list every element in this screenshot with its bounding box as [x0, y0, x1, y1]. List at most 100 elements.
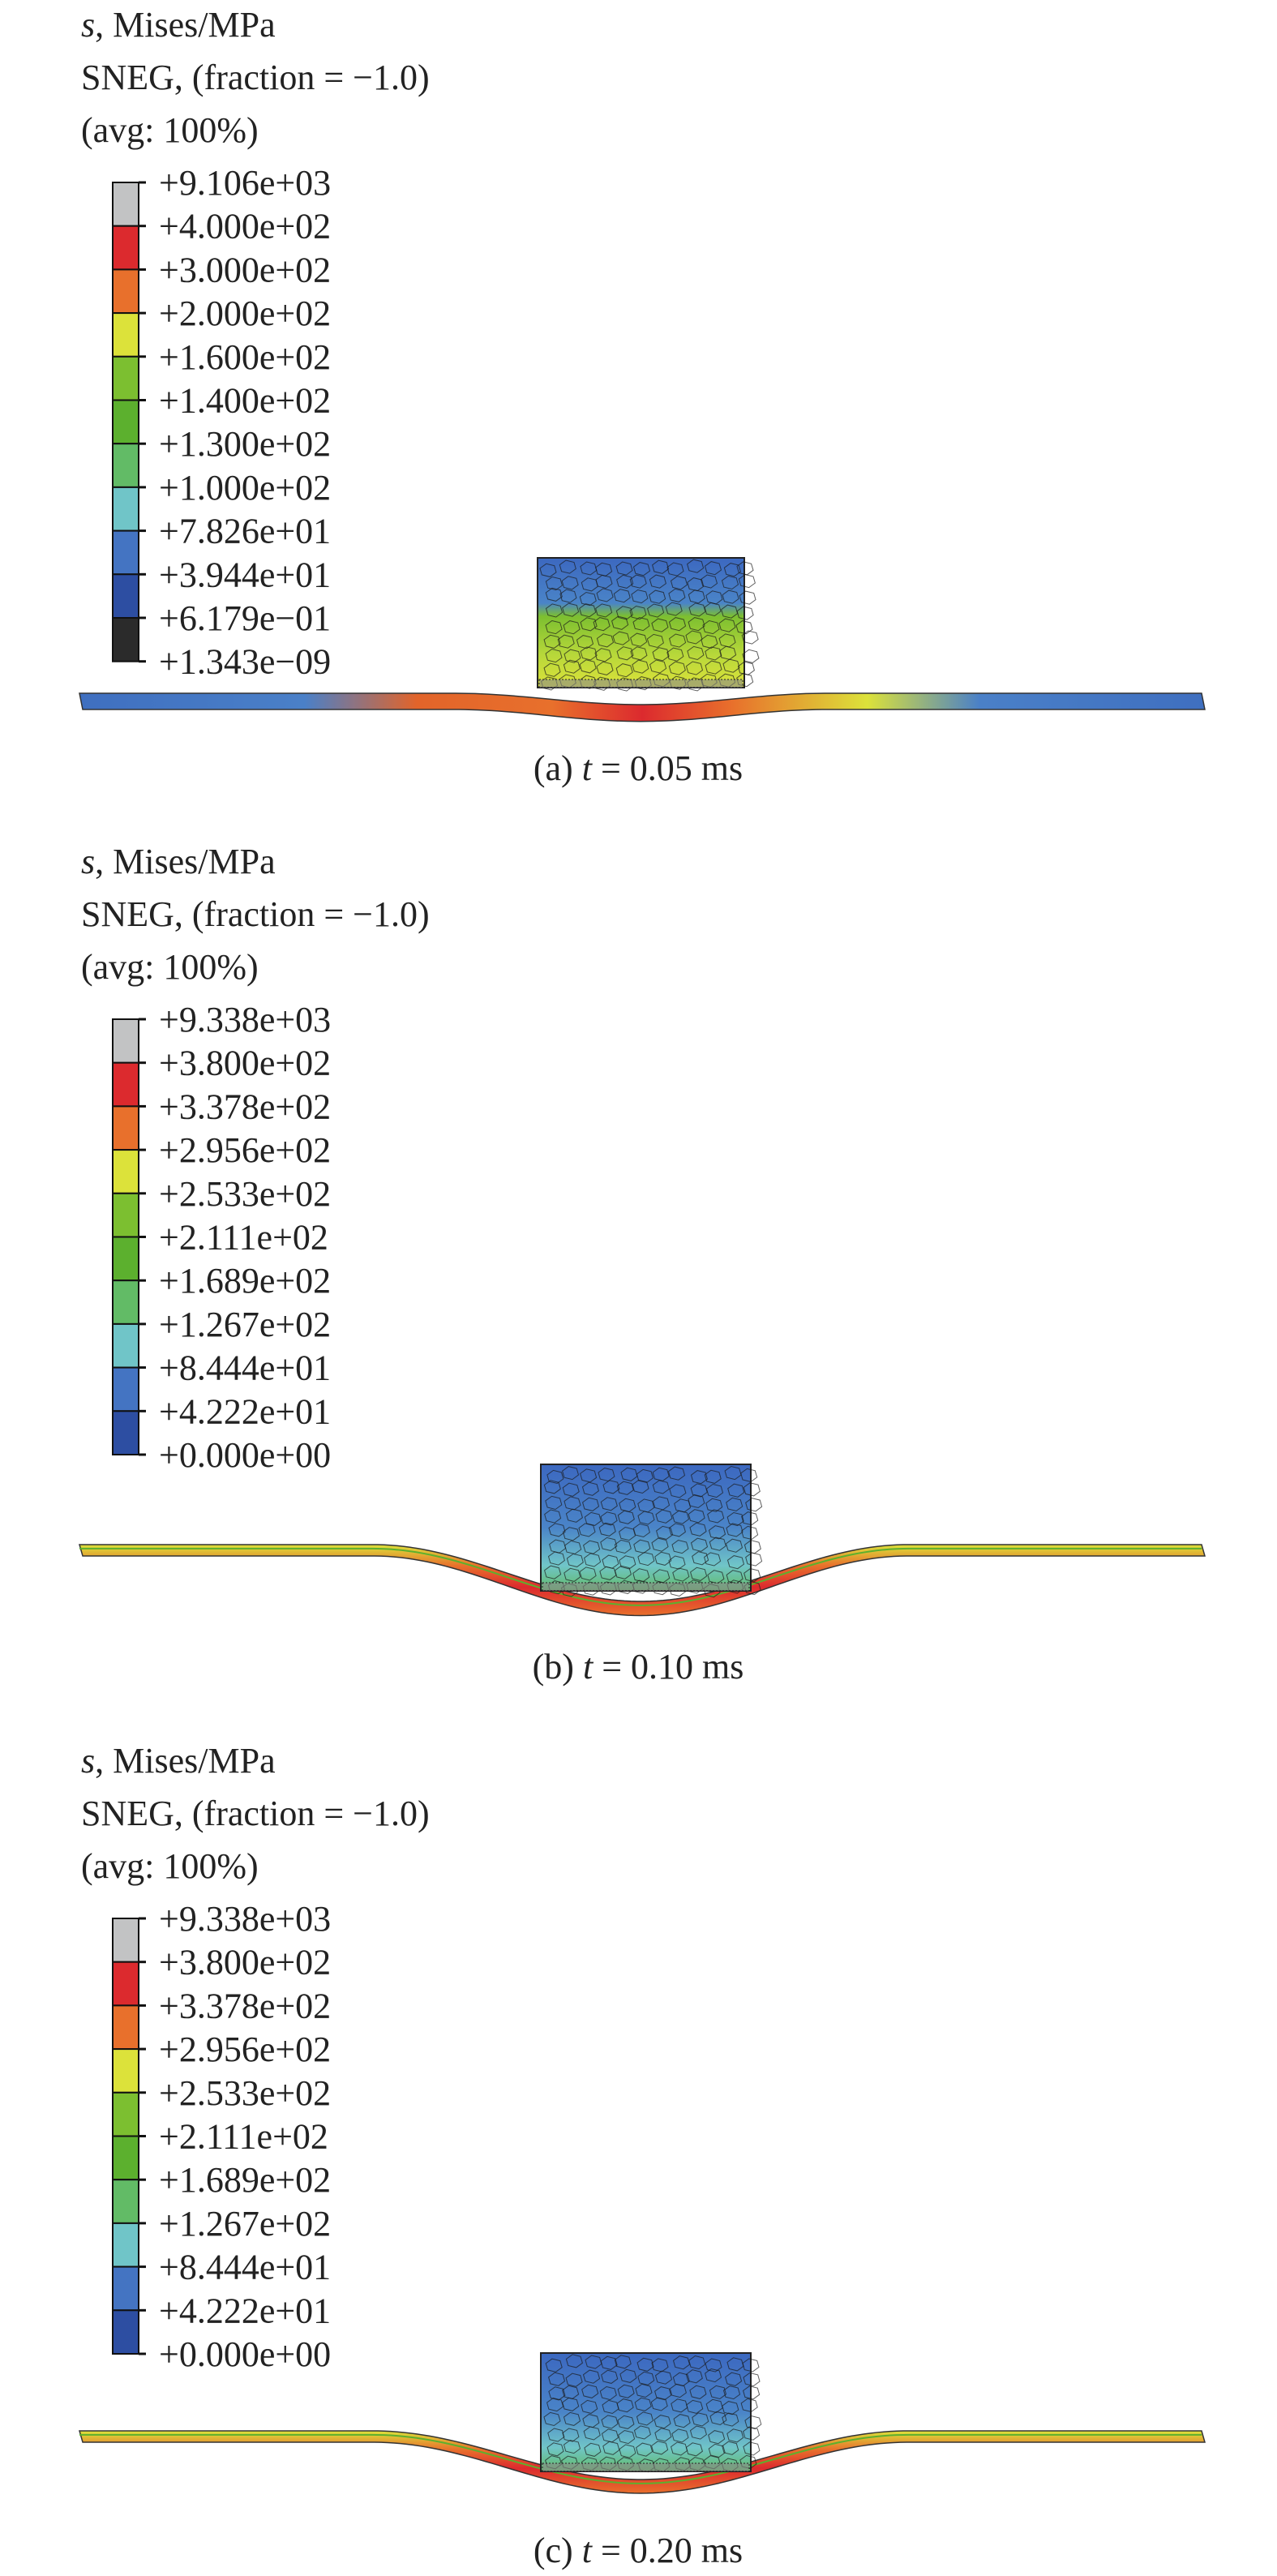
- legend-swatch: [112, 1105, 139, 1151]
- legend-swatch: [112, 2309, 139, 2355]
- legend-swatch: [112, 1410, 139, 1456]
- legend-subtitle: SNEG, (fraction = −1.0): [81, 58, 430, 97]
- legend-value: +2.000e+02: [159, 294, 331, 333]
- plate: [79, 1544, 1206, 1617]
- plate: [79, 692, 1206, 722]
- legend-value: +3.944e+01: [159, 555, 331, 594]
- legend-swatch: [112, 399, 139, 445]
- title-rest: , Mises/MPa: [95, 5, 275, 45]
- compacted-layer: [542, 1582, 750, 1592]
- legend-value: +1.267e+02: [159, 1305, 331, 1344]
- legend-swatch: [112, 1061, 139, 1108]
- legend-swatch: [112, 1192, 139, 1238]
- legend-value: +9.106e+03: [159, 163, 331, 203]
- legend-value: +1.400e+02: [159, 381, 331, 421]
- projectile-block: [537, 557, 760, 692]
- legend-value: +6.179e−01: [159, 598, 331, 638]
- legend-swatch: [112, 2004, 139, 2051]
- legend-averaging: (avg: 100%): [81, 110, 259, 150]
- panel-caption: (a) t = 0.05 ms: [534, 748, 743, 788]
- legend-swatch: [112, 617, 139, 662]
- legend-title: s, Mises/MPa: [81, 842, 276, 881]
- legend-swatch: [112, 1149, 139, 1194]
- legend-value: +2.533e+02: [159, 2073, 331, 2113]
- panel-b: s, Mises/MPa SNEG, (fraction = −1.0) (avg:…: [79, 842, 1206, 1687]
- legend-title: s, Mises/MPa: [81, 1741, 276, 1781]
- legend-averaging: (avg: 100%): [81, 947, 259, 987]
- panel-caption: (c) t = 0.20 ms: [534, 2531, 743, 2570]
- compacted-layer: [538, 679, 743, 688]
- legend-value: +4.222e+01: [159, 1391, 331, 1431]
- legend-swatch: [112, 2265, 139, 2312]
- legend-averaging: (avg: 100%): [81, 1846, 259, 1886]
- variable-symbol: s: [81, 842, 95, 881]
- legend-value: +0.000e+00: [159, 1435, 331, 1475]
- legend-value: +2.111e+02: [159, 1218, 328, 1258]
- legend-value: +1.000e+02: [159, 468, 331, 508]
- legend-value: +2.956e+02: [159, 2030, 331, 2069]
- legend-value: +2.956e+02: [159, 1130, 331, 1170]
- color-legend: +9.338e+03 +3.800e+02 +3.378e+02 +2.956e+02…: [112, 1000, 331, 1475]
- legend-value: +3.378e+02: [159, 1087, 331, 1126]
- legend-value: +9.338e+03: [159, 1000, 331, 1039]
- legend-swatch: [112, 1918, 139, 1963]
- legend-swatch: [112, 2179, 139, 2224]
- legend-value: +1.689e+02: [159, 2160, 331, 2200]
- projectile-block: [540, 2352, 762, 2473]
- legend-value: +0.000e+00: [159, 2334, 331, 2374]
- legend-value: +1.600e+02: [159, 337, 331, 377]
- legend-swatch: [112, 1366, 139, 1412]
- legend-swatch: [112, 529, 139, 576]
- legend-swatch: [112, 2048, 139, 2094]
- legend-value: +7.826e+01: [159, 512, 331, 551]
- legend-value: +4.222e+01: [159, 2291, 331, 2330]
- legend-value: +9.338e+03: [159, 1899, 331, 1939]
- legend-swatch: [112, 1322, 139, 1369]
- legend-value: +4.000e+02: [159, 207, 331, 246]
- legend-swatch: [112, 1961, 139, 2007]
- legend-swatch: [112, 1236, 139, 1282]
- legend-value: +8.444e+01: [159, 1348, 331, 1388]
- legend-swatch: [112, 268, 139, 315]
- panel-c: s, Mises/MPa SNEG, (fraction = −1.0) (avg:…: [79, 1741, 1206, 2570]
- legend-swatch: [112, 225, 139, 271]
- legend-swatch: [112, 1018, 139, 1064]
- panel-caption: (b) t = 0.10 ms: [533, 1647, 744, 1687]
- legend-value: +3.000e+02: [159, 250, 331, 289]
- panel-a: s, Mises/MPa SNEG, (fraction = −1.0) (avg:…: [79, 5, 1206, 788]
- plate-layer-line: [79, 1547, 1202, 1606]
- legend-subtitle: SNEG, (fraction = −1.0): [81, 894, 430, 934]
- variable-symbol: s: [81, 5, 95, 45]
- legend-swatch: [112, 443, 139, 488]
- legend-swatch: [112, 486, 139, 532]
- plate-layer-line: [79, 2433, 1202, 2484]
- legend-value: +3.800e+02: [159, 1943, 331, 1982]
- legend-value: +1.343e−09: [159, 642, 331, 682]
- legend-title: s, Mises/MPa: [81, 5, 276, 45]
- legend-swatch: [112, 1279, 139, 1325]
- legend-value: +3.800e+02: [159, 1044, 331, 1083]
- legend-swatch: [112, 2135, 139, 2181]
- title-rest: , Mises/MPa: [95, 842, 275, 881]
- legend-value: +2.111e+02: [159, 2117, 328, 2157]
- legend-swatch: [112, 355, 139, 401]
- color-legend: +9.106e+03 +4.000e+02 +3.000e+02 +2.000e+02…: [112, 163, 331, 682]
- compacted-layer: [542, 2462, 750, 2472]
- legend-swatch: [112, 2091, 139, 2137]
- plate: [79, 2430, 1206, 2494]
- title-rest: , Mises/MPa: [95, 1741, 275, 1781]
- color-legend: +9.338e+03 +3.800e+02 +3.378e+02 +2.956e+02…: [112, 1899, 331, 2374]
- legend-value: +1.267e+02: [159, 2204, 331, 2244]
- legend-value: +3.378e+02: [159, 1986, 331, 2025]
- legend-value: +1.689e+02: [159, 1261, 331, 1301]
- legend-swatch: [112, 2222, 139, 2268]
- legend-value: +1.300e+02: [159, 424, 331, 464]
- legend-swatch: [112, 182, 139, 227]
- legend-value: +8.444e+01: [159, 2248, 331, 2287]
- legend-swatch: [112, 312, 139, 358]
- legend-swatch: [112, 573, 139, 619]
- projectile-block: [540, 1464, 763, 1598]
- variable-symbol: s: [81, 1741, 95, 1781]
- legend-subtitle: SNEG, (fraction = −1.0): [81, 1794, 430, 1833]
